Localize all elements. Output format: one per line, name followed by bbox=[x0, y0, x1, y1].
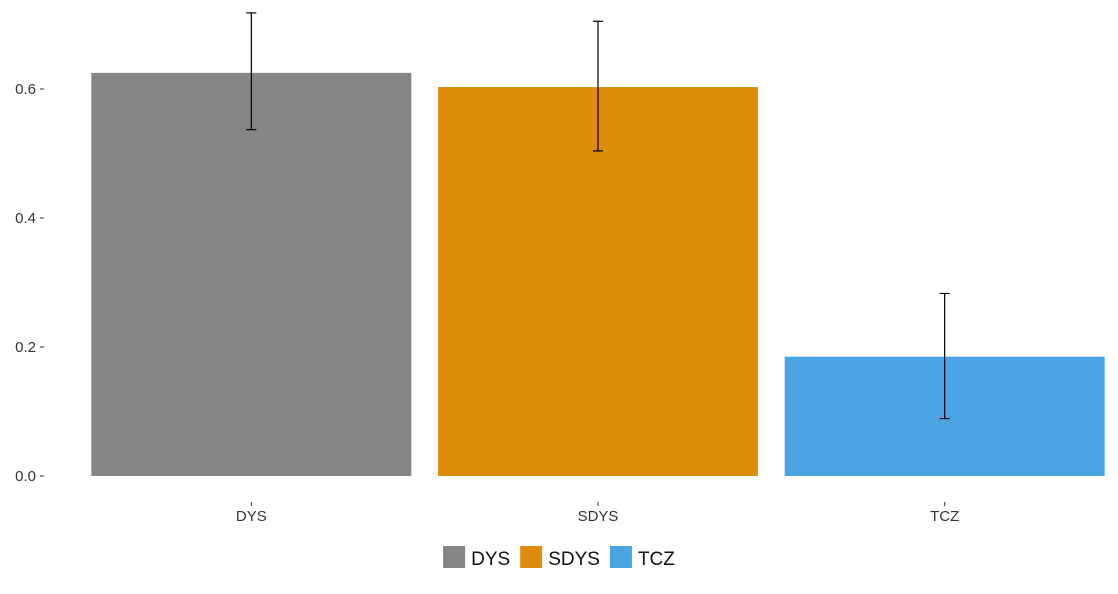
legend-label: SDYS bbox=[548, 549, 600, 570]
legend-item-tcz: TCZ bbox=[609, 546, 675, 570]
legend-swatch bbox=[443, 546, 466, 568]
x-axis: DYS SDYS TCZ bbox=[236, 502, 959, 525]
legend: DYS SDYS TCZ bbox=[443, 546, 675, 570]
legend-item-dys: DYS bbox=[443, 546, 510, 570]
y-tick-label: 0.6 bbox=[15, 81, 36, 98]
legend-swatch bbox=[520, 546, 543, 568]
x-tick-label: SDYS bbox=[578, 508, 619, 525]
error-bar-dys bbox=[246, 12, 257, 131]
error-bars-group bbox=[246, 12, 950, 420]
bar-dys bbox=[91, 72, 412, 476]
legend-label: DYS bbox=[471, 549, 510, 570]
legend-swatch bbox=[609, 546, 632, 568]
y-tick-label: 0.4 bbox=[15, 210, 36, 227]
x-tick-label: DYS bbox=[236, 508, 267, 525]
bar-sdys bbox=[438, 87, 758, 476]
error-bar-tcz bbox=[939, 292, 950, 420]
y-axis: 0.0 0.2 0.4 0.6 bbox=[15, 81, 44, 485]
legend-item-sdys: SDYS bbox=[520, 546, 600, 570]
x-tick-label: TCZ bbox=[930, 508, 959, 525]
error-bar-sdys bbox=[593, 20, 603, 152]
legend-label: TCZ bbox=[638, 549, 675, 570]
y-tick-label: 0.2 bbox=[15, 339, 36, 356]
y-tick-label: 0.0 bbox=[15, 468, 36, 485]
